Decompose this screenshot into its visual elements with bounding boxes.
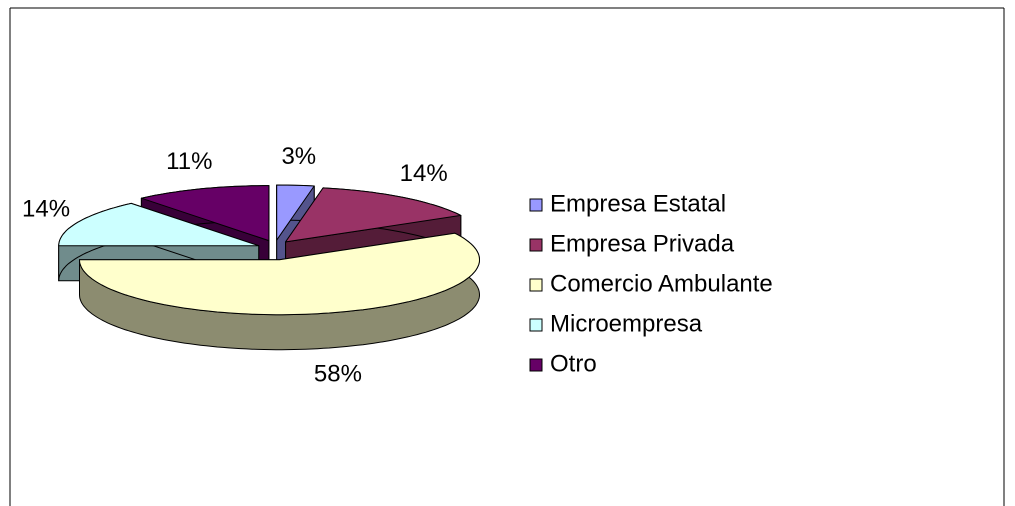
slice-top xyxy=(285,187,462,243)
slice-top xyxy=(79,232,480,316)
slice-top xyxy=(276,184,315,241)
legend-label: Microempresa xyxy=(550,310,703,337)
legend-swatch xyxy=(529,198,543,212)
data-label: 3% xyxy=(281,143,316,170)
legend-label: Empresa Estatal xyxy=(550,190,726,217)
legend-swatch xyxy=(529,318,543,332)
pie-slice xyxy=(79,232,480,351)
slice-top xyxy=(140,185,270,242)
data-label: 58% xyxy=(314,360,362,387)
legend-label: Comercio Ambulante xyxy=(550,270,773,297)
data-label: 11% xyxy=(166,148,212,175)
slice-top xyxy=(58,202,260,247)
legend-label: Otro xyxy=(550,350,597,377)
legend-swatch xyxy=(529,238,543,252)
legend-label: Empresa Privada xyxy=(550,230,735,257)
legend-swatch xyxy=(529,278,543,292)
legend-swatch xyxy=(529,358,543,372)
data-label: 14% xyxy=(22,196,70,223)
data-label: 14% xyxy=(400,160,448,187)
